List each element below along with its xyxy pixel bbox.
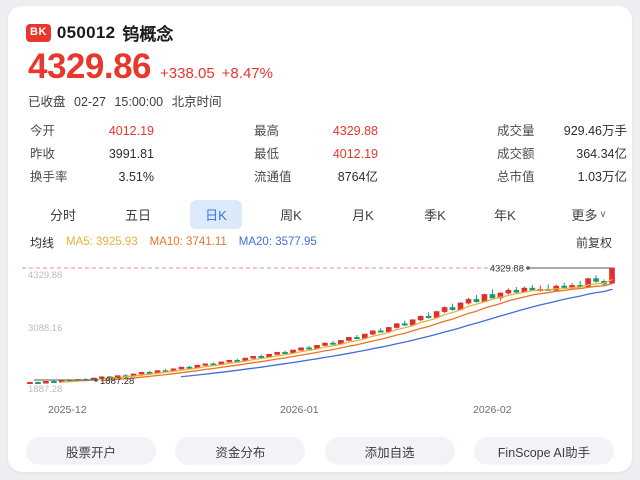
- stats-cell: 换手率 3.51%: [8, 166, 254, 185]
- ma-legend-item-1: MA10: 3741.11: [149, 236, 227, 248]
- ma-legend: 均线 MA5: 3925.93 MA10: 3741.11 MA20: 3577.9…: [8, 232, 632, 252]
- price-change: +338.05: [160, 65, 215, 82]
- quote-date: 02-27: [74, 94, 106, 109]
- stats-cell: 最高 4329.88: [254, 120, 497, 139]
- adjust-mode-label[interactable]: 前复权: [575, 235, 612, 250]
- y-axis-tick: 1887.28: [28, 384, 62, 395]
- y-axis-tick: 3088.16: [28, 323, 62, 334]
- stats-cell: 昨收 3991.81: [8, 143, 254, 162]
- chart-x-axis: 2025-12 2026-01 2026-02: [8, 404, 632, 424]
- ma20-line: [180, 288, 613, 378]
- market-status: 已收盘: [28, 94, 66, 109]
- candle-group: [27, 267, 615, 384]
- stock-name: 钨概念: [122, 25, 174, 44]
- open-account-button[interactable]: 股票开户: [26, 437, 156, 465]
- stats-label: 最高: [254, 124, 280, 138]
- stats-value: 4012.19: [332, 147, 378, 161]
- x-axis-tick: 2026-02: [473, 404, 512, 416]
- stock-code: 050012: [56, 22, 116, 42]
- more-periods-button[interactable]: 更多 ∨: [561, 205, 617, 224]
- stats-value: 3.51%: [118, 170, 154, 184]
- stats-row: 换手率 3.51% 流通值 8764亿 总市值 1.03万亿: [8, 164, 632, 187]
- stats-label: 昨收: [30, 147, 56, 161]
- stats-label: 最低: [254, 147, 280, 161]
- stats-label: 成交额: [497, 147, 535, 161]
- fund-flow-button[interactable]: 资金分布: [175, 437, 306, 465]
- ai-assistant-button[interactable]: FinScope AI助手: [473, 437, 614, 465]
- tab-3[interactable]: 周K: [280, 207, 302, 223]
- stats-value: 8764亿: [337, 170, 378, 184]
- ma10-line: [101, 283, 613, 382]
- stats-cell: 今开 4012.19: [8, 120, 254, 139]
- quote-timezone: 北京时间: [171, 94, 222, 109]
- ma5-line: [61, 279, 613, 383]
- ma-legend-items: MA5: 3925.93 MA10: 3741.11 MA20: 3577.95: [54, 236, 317, 248]
- tab-active-2[interactable]: 日K: [190, 199, 242, 229]
- stats-cell: 最低 4012.19: [254, 143, 497, 162]
- stats-cell: 流通值 8764亿: [254, 166, 497, 185]
- tab-4[interactable]: 月K: [352, 207, 374, 223]
- chart-canvas[interactable]: 4329.88 3088.16 1887.28 4329.88 1887.28: [8, 252, 632, 404]
- x-axis-tick: 2026-01: [280, 404, 319, 416]
- x-axis-tick: 2025-12: [48, 404, 87, 416]
- stats-value: 4329.88: [332, 124, 378, 138]
- price-change-percent: +8.47%: [221, 65, 273, 82]
- chevron-down-icon: ∨: [599, 208, 607, 220]
- add-watchlist-button[interactable]: 添加自选: [324, 437, 455, 465]
- stock-detail-card: BK 050012 钨概念 4329.86 +338.05 +8.47% 已收盘…: [8, 6, 632, 472]
- stats-label: 今开: [30, 124, 56, 138]
- stats-value: 3991.81: [108, 147, 154, 161]
- ma-legend-title: 均线: [30, 235, 55, 250]
- tab-1[interactable]: 五日: [124, 207, 151, 223]
- stats-label: 流通值: [254, 170, 292, 184]
- candlestick-chart[interactable]: 4329.88 3088.16 1887.28 4329.88 1887.28: [8, 252, 632, 404]
- stats-label: 换手率: [30, 170, 68, 184]
- stats-cell: 总市值 1.03万亿: [497, 166, 627, 185]
- action-button-bar[interactable]: 股票开户 资金分布 添加自选 FinScope AI助手: [8, 430, 632, 472]
- more-label: 更多: [571, 207, 598, 223]
- current-price: 4329.86: [28, 47, 152, 86]
- low-price-annotation: 1887.28: [100, 376, 134, 387]
- stats-label: 总市值: [497, 170, 535, 184]
- stats-value: 364.34亿: [576, 147, 627, 161]
- stats-value: 929.46万手: [563, 124, 627, 138]
- stock-title-row: BK 050012 钨概念: [8, 6, 632, 45]
- stats-cell: 成交额 364.34亿: [497, 143, 627, 162]
- sector-badge: BK: [26, 23, 51, 42]
- tab-0[interactable]: 分时: [49, 207, 76, 223]
- stats-row: 昨收 3991.81 最低 4012.19 成交额 364.34亿: [8, 141, 632, 164]
- market-status-row: 已收盘 02-27 15:00:00 北京时间: [8, 86, 632, 110]
- stats-value: 1.03万亿: [577, 170, 627, 184]
- stats-label: 成交量: [497, 124, 535, 138]
- tab-6[interactable]: 年K: [494, 207, 516, 223]
- tab-5[interactable]: 季K: [424, 207, 446, 223]
- stats-cell: 成交量 929.46万手: [497, 120, 627, 139]
- high-price-annotation: 4329.88: [490, 264, 524, 275]
- ma-legend-item-2: MA20: 3577.95: [238, 236, 317, 248]
- price-row: 4329.86 +338.05 +8.47%: [8, 45, 632, 86]
- y-axis-tick: 4329.88: [28, 270, 62, 281]
- stats-value: 4012.19: [108, 124, 154, 138]
- quote-time: 15:00:00: [114, 94, 164, 109]
- stats-row: 今开 4012.19 最高 4329.88 成交量 929.46万手: [8, 118, 632, 141]
- ma-legend-item-0: MA5: 3925.93: [66, 236, 138, 248]
- period-tab-bar[interactable]: 分时 五日 日K 周K 月K 季K 年K 更多 ∨: [8, 197, 632, 231]
- stats-table: 今开 4012.19 最高 4329.88 成交量 929.46万手昨收 3991.81 最低…: [8, 118, 632, 187]
- stock-header: BK 050012 钨概念 4329.86 +338.05 +8.47% 已收盘…: [8, 6, 632, 110]
